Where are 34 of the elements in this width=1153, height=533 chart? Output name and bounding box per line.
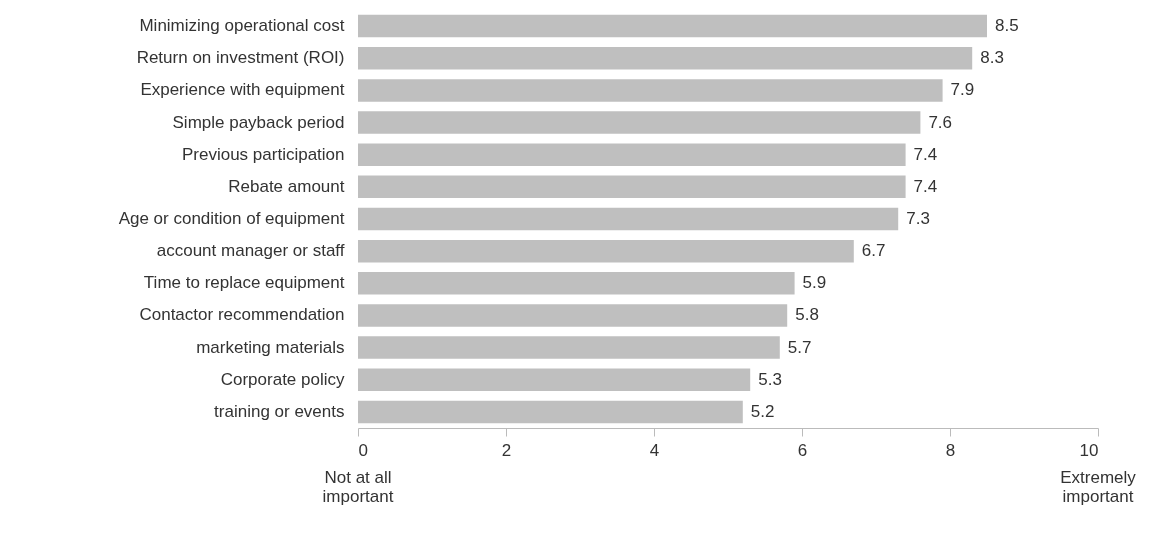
- y-tick-label: Previous participation: [181, 144, 345, 164]
- data-label: 6.7: [861, 241, 886, 261]
- data-label: 7.4: [913, 144, 938, 164]
- x-tick-label: 0: [358, 440, 368, 460]
- y-tick-label: Simple payback period: [172, 112, 345, 132]
- y-tick-label: Rebate amount: [228, 176, 345, 196]
- x-tick-label: 8: [945, 440, 956, 460]
- y-tick-label: Age or condition of equipment: [118, 209, 345, 228]
- x-tick-label: 2: [501, 440, 512, 460]
- data-label: 5.7: [787, 337, 812, 357]
- y-tick-label: Corporate policy: [220, 369, 345, 389]
- y-tick-label: Return on investment (ROI): [136, 48, 345, 68]
- data-label: 5.3: [758, 369, 782, 389]
- y-tick-label: training or events: [214, 401, 345, 421]
- x-tick-label: 6: [797, 440, 808, 460]
- x-tick-label: 10: [1079, 440, 1099, 460]
- y-tick-label: account manager or staff: [156, 241, 345, 261]
- y-tick-label: Experience with equipment: [140, 80, 345, 100]
- data-label: 7.6: [928, 112, 953, 132]
- y-tick-label: Time to replace equipment: [143, 273, 345, 293]
- data-label: 5.8: [795, 305, 819, 325]
- data-label: 8.3: [980, 48, 1004, 68]
- data-label: 7.4: [913, 176, 938, 196]
- y-tick-label: Minimizing operational cost: [139, 16, 345, 36]
- data-label: 5.9: [802, 273, 827, 293]
- data-label: 5.2: [750, 401, 775, 421]
- y-tick-label: Contactor recommendation: [139, 305, 345, 325]
- text: Not at all important: [322, 468, 394, 506]
- data-label: 8.5: [995, 16, 1019, 36]
- data-label: 7.9: [950, 80, 975, 100]
- x-tick-label: 4: [649, 440, 660, 460]
- data-label: 7.3: [906, 209, 930, 228]
- y-tick-label: marketing materials: [196, 337, 345, 357]
- text: Extremely important: [1060, 468, 1137, 506]
